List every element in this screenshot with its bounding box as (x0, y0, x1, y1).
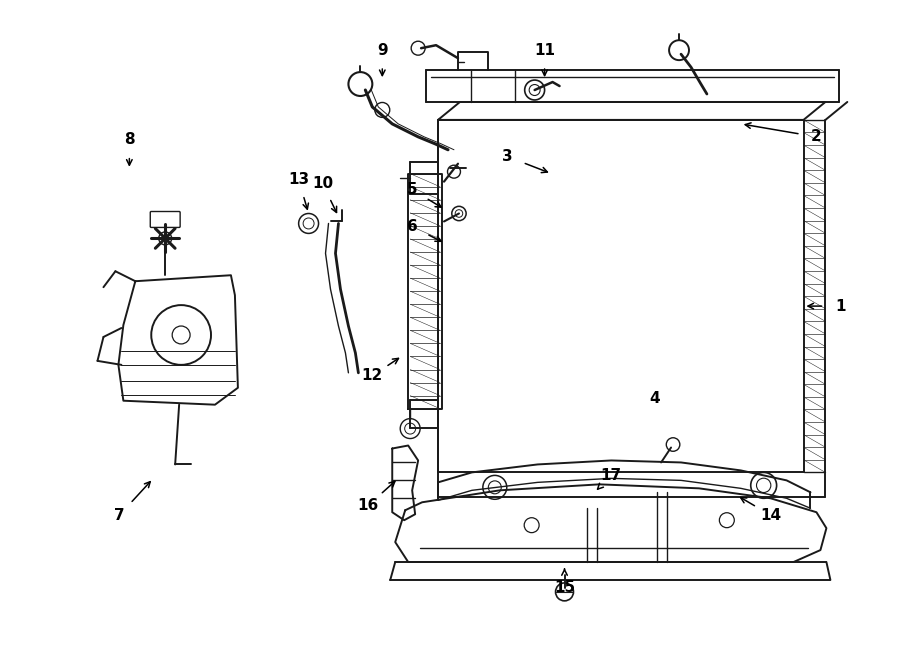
Text: 8: 8 (124, 132, 135, 147)
Text: 2: 2 (811, 130, 822, 144)
Text: 13: 13 (288, 172, 310, 187)
Text: 7: 7 (114, 508, 125, 523)
Text: 10: 10 (312, 176, 333, 191)
Text: 12: 12 (362, 368, 383, 383)
Text: 3: 3 (502, 149, 513, 164)
Text: 15: 15 (554, 580, 575, 596)
Text: 14: 14 (760, 508, 781, 523)
Text: 6: 6 (407, 219, 418, 234)
Text: 16: 16 (357, 498, 379, 513)
Text: 4: 4 (649, 391, 660, 407)
Text: 11: 11 (534, 43, 555, 58)
Text: 17: 17 (601, 468, 622, 483)
Text: 9: 9 (377, 43, 388, 58)
Text: 5: 5 (407, 182, 418, 197)
Text: 1: 1 (835, 299, 846, 313)
